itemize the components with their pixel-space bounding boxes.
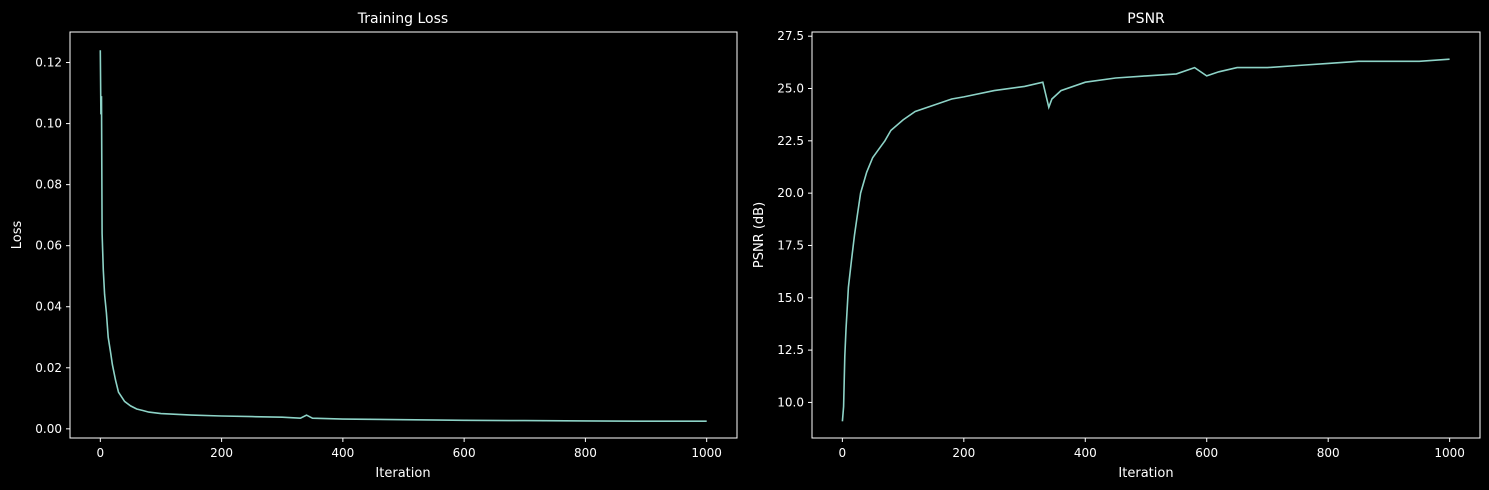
- psnr-xtick-label: 1000: [1434, 446, 1465, 460]
- psnr-ytick-label: 15.0: [777, 291, 804, 305]
- psnr-xtick-label: 400: [1074, 446, 1097, 460]
- psnr-xtick-label: 800: [1317, 446, 1340, 460]
- training-loss-xtick-label: 200: [210, 446, 233, 460]
- training-loss-xtick-label: 800: [574, 446, 597, 460]
- training-loss-plot: Training Loss 0 200 400 600 800 1000 0.00 0.02…: [10, 11, 738, 481]
- training-loss-ytick-label: 0.06: [35, 239, 62, 253]
- psnr-ytick-label: 10.0: [777, 395, 804, 409]
- psnr-ylabel: PSNR (dB): [752, 202, 767, 268]
- training-loss-axes-frame: [69, 31, 738, 439]
- training-loss-ytick-label: 0.12: [35, 56, 62, 70]
- training-loss-title: Training Loss: [357, 11, 448, 27]
- training-loss-xlabel: Iteration: [375, 466, 430, 481]
- psnr-plot: PSNR 0 200 400 600 800 1000 10.0 12.5 15.0 17.5 2…: [752, 11, 1481, 481]
- psnr-series-line: [841, 58, 1450, 422]
- training-loss-ytick-label: 0.04: [35, 300, 62, 314]
- training-loss-ytick-label: 0.10: [35, 117, 62, 131]
- psnr-ytick-label: 25.0: [777, 82, 804, 96]
- training-loss-ytick-label: 0.08: [35, 178, 62, 192]
- psnr-ytick-label: 12.5: [777, 343, 804, 357]
- psnr-title: PSNR: [1127, 11, 1165, 27]
- training-loss-ytick-label: 0.02: [35, 361, 62, 375]
- training-loss-ytick-label: 0.00: [35, 422, 62, 436]
- training-loss-series-line: [99, 50, 707, 423]
- training-loss-xtick-label: 400: [331, 446, 354, 460]
- psnr-axes-frame: [811, 31, 1481, 439]
- training-loss-xtick-label: 0: [96, 446, 104, 460]
- training-loss-ylabel: Loss: [10, 221, 25, 250]
- psnr-xlabel: Iteration: [1118, 466, 1173, 481]
- psnr-xtick-label: 200: [952, 446, 975, 460]
- psnr-ytick-label: 17.5: [777, 238, 804, 252]
- psnr-xtick-label: 600: [1195, 446, 1218, 460]
- training-loss-xtick-label: 600: [453, 446, 476, 460]
- training-loss-xtick-label: 1000: [691, 446, 722, 460]
- psnr-ytick-label: 27.5: [777, 29, 804, 43]
- psnr-ytick-label: 22.5: [777, 134, 804, 148]
- psnr-xtick-label: 0: [839, 446, 847, 460]
- psnr-ytick-label: 20.0: [777, 186, 804, 200]
